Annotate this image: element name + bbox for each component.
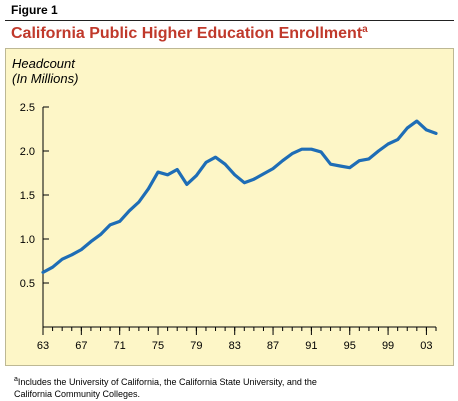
data-point [214, 155, 217, 159]
data-point [396, 138, 399, 141]
data-point [319, 150, 323, 154]
series-layer [41, 119, 438, 274]
data-point [99, 233, 102, 236]
header-rule [5, 20, 454, 21]
data-point [41, 271, 45, 274]
data-point [147, 187, 150, 191]
data-point [233, 173, 236, 176]
data-point [406, 126, 409, 130]
data-point [51, 265, 54, 269]
data-point [195, 174, 198, 177]
ticks: 0.5 1.0 1.5 2.0 2.5 63 67 71 75 79 83 87 91 95 99 03 [20, 102, 437, 352]
data-point [367, 157, 371, 161]
data-point [329, 163, 332, 166]
y-tick-label: 2.0 [20, 146, 35, 158]
x-tick-label: 83 [229, 340, 241, 352]
y-tick-label: 2.5 [20, 102, 35, 114]
data-point [434, 132, 438, 135]
data-point [156, 170, 160, 174]
data-point [204, 161, 208, 164]
chart-panel [5, 48, 454, 366]
x-tick-label: 63 [37, 340, 49, 352]
data-point [338, 164, 342, 168]
footnote-text: Includes the University of California, t… [14, 377, 317, 399]
title-footnote-marker: a [362, 24, 368, 35]
data-point [166, 173, 169, 176]
x-tick-label: 75 [152, 340, 164, 352]
axes [42, 107, 436, 328]
data-point [281, 159, 284, 162]
data-point [291, 152, 294, 155]
enrollment-series-line [41, 119, 438, 274]
x-tick-label: 79 [190, 340, 202, 352]
data-point [348, 166, 351, 169]
data-point [118, 220, 121, 223]
data-point [310, 148, 313, 151]
data-point [128, 209, 131, 213]
x-tick-label: 91 [305, 340, 317, 352]
data-point [89, 240, 93, 243]
data-point [386, 142, 390, 146]
footnote: aIncludes the University of California, … [14, 374, 334, 400]
data-point [300, 148, 304, 151]
y-axis-label-headcount: Headcount [12, 56, 75, 71]
data-point [60, 258, 64, 261]
y-tick-label: 1.0 [20, 234, 35, 246]
data-point [223, 163, 227, 166]
data-point [415, 119, 419, 123]
data-point [175, 168, 179, 171]
x-tick-label: 95 [344, 340, 356, 352]
data-point [377, 149, 380, 153]
x-tick-label: 67 [75, 340, 87, 352]
chart-title-text: California Public Higher Education Enrol… [11, 25, 363, 42]
x-tick-label: 03 [420, 340, 432, 352]
y-tick-label: 1.5 [20, 190, 35, 202]
data-point [262, 172, 265, 176]
data-point [185, 183, 188, 186]
x-tick-label: 71 [114, 340, 126, 352]
data-point [425, 128, 428, 132]
data-point [243, 181, 246, 184]
y-tick-label: 0.5 [20, 278, 35, 290]
data-point [108, 223, 112, 227]
data-point [70, 253, 73, 257]
data-point [358, 159, 361, 162]
chart-title: California Public Higher Education Enrol… [11, 24, 368, 43]
data-point [271, 167, 275, 170]
data-point [80, 248, 83, 251]
data-point [252, 177, 256, 181]
figure-label: Figure 1 [11, 3, 58, 17]
x-tick-label: 87 [267, 340, 279, 352]
x-tick-label: 99 [382, 340, 394, 352]
y-axis-label-units: (In Millions) [12, 71, 79, 86]
footnote-marker: a [14, 376, 18, 383]
data-point [137, 200, 141, 204]
